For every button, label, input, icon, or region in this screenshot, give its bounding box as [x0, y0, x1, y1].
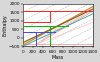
X-axis label: Mass: Mass [52, 55, 64, 60]
Y-axis label: Enthalpy: Enthalpy [2, 14, 7, 36]
